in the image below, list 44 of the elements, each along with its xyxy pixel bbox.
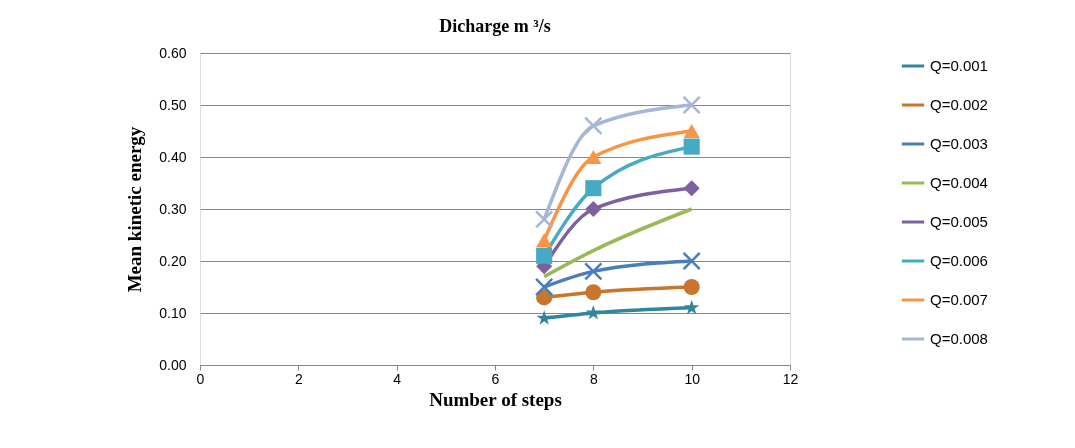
y-tick-label: 0.40 (159, 148, 187, 165)
point (683, 138, 700, 155)
point (682, 95, 701, 115)
legend-label: Q=0.006 (930, 252, 988, 269)
legend-label: Q=0.004 (930, 174, 988, 191)
point (585, 200, 602, 218)
point (683, 124, 700, 138)
point (536, 310, 552, 325)
point (683, 278, 700, 296)
y-tick-label: 0.60 (159, 44, 187, 61)
y-tick-label: 0.20 (159, 252, 187, 269)
point (584, 116, 603, 136)
y-tick-label: 0.30 (159, 200, 187, 217)
point (682, 251, 701, 271)
x-tick-label: 0 (196, 370, 205, 387)
point (536, 247, 553, 264)
point (534, 277, 554, 297)
point (684, 299, 700, 315)
x-tick-label: 2 (294, 370, 303, 387)
x-tick-label: 4 (393, 370, 402, 387)
x-axis-title: Number of steps (429, 388, 562, 410)
legend-label: Q=0.008 (930, 330, 988, 347)
chart-title: Dicharge m ³/s (439, 16, 551, 36)
y-tick-label: 0.00 (159, 356, 187, 373)
point (585, 180, 602, 197)
x-tick-label: 6 (491, 370, 500, 387)
y-tick-label: 0.10 (159, 304, 187, 321)
legend-label: Q=0.001 (930, 57, 988, 74)
point (585, 304, 601, 320)
point (584, 262, 603, 281)
point (683, 180, 700, 197)
point (585, 284, 602, 301)
x-tick-label: 10 (684, 370, 701, 387)
legend-label: Q=0.007 (930, 291, 988, 308)
point (534, 210, 554, 229)
legend-label: Q=0.002 (930, 96, 988, 113)
x-tick-label: 12 (782, 370, 799, 387)
x-tick-label: 8 (589, 370, 598, 387)
legend-label: Q=0.003 (930, 135, 988, 152)
y-tick-label: 0.50 (159, 96, 187, 113)
point (585, 150, 602, 164)
y-axis-title: Mean kinetic energy (124, 126, 146, 293)
legend-label: Q=0.005 (930, 213, 988, 230)
point (536, 233, 553, 248)
